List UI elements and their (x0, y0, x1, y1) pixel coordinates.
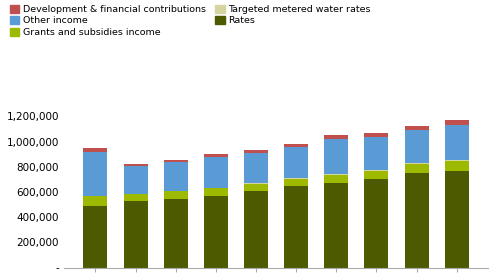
Bar (164, 162, 188, 191)
Bar (164, 191, 188, 199)
Bar (244, 183, 268, 184)
Bar (405, 173, 428, 268)
Bar (124, 201, 147, 268)
Bar (324, 138, 349, 174)
Bar (324, 135, 349, 138)
Bar (405, 126, 428, 130)
Bar (244, 150, 268, 153)
Bar (284, 186, 308, 268)
Bar (445, 125, 469, 160)
Bar (445, 120, 469, 125)
Bar (405, 164, 428, 173)
Bar (83, 152, 107, 196)
Bar (445, 161, 469, 171)
Bar (83, 206, 107, 268)
Bar (164, 160, 188, 162)
Bar (124, 194, 147, 201)
Bar (445, 171, 469, 268)
Bar (83, 148, 107, 152)
Bar (244, 184, 268, 191)
Bar (364, 136, 388, 170)
Bar (244, 153, 268, 183)
Bar (284, 144, 308, 147)
Bar (364, 170, 388, 171)
Bar (124, 166, 147, 194)
Bar (364, 179, 388, 268)
Bar (324, 174, 349, 175)
Bar (284, 178, 308, 179)
Bar (83, 196, 107, 206)
Bar (364, 171, 388, 179)
Bar (204, 196, 228, 268)
Bar (164, 199, 188, 268)
Bar (204, 154, 228, 158)
Bar (204, 188, 228, 196)
Bar (324, 183, 349, 268)
Bar (124, 164, 147, 166)
Bar (324, 175, 349, 183)
Bar (364, 133, 388, 136)
Bar (284, 179, 308, 186)
Bar (284, 147, 308, 178)
Bar (405, 130, 428, 164)
Legend: Development & financial contributions, Other income, Grants and subsidies income: Development & financial contributions, O… (10, 5, 371, 37)
Bar (204, 158, 228, 188)
Bar (445, 160, 469, 161)
Bar (244, 191, 268, 268)
